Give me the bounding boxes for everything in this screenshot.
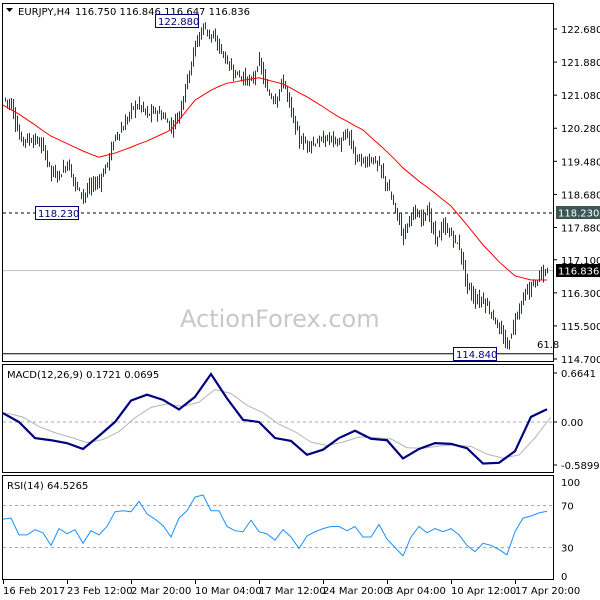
price-tick-label: 122.680 bbox=[561, 25, 600, 36]
high-label: 122.880 bbox=[158, 17, 199, 28]
support-label-box bbox=[35, 206, 79, 220]
support-axis-value: 118.230 bbox=[558, 209, 599, 220]
low-label-box bbox=[453, 347, 497, 361]
low-label: 114.840 bbox=[456, 350, 497, 361]
price-panel bbox=[2, 3, 554, 362]
rsi-tick-label: 0 bbox=[561, 572, 567, 583]
date-tick-label: 17 Apr 20:00 bbox=[515, 586, 580, 597]
price-tick-label: 121.880 bbox=[561, 58, 600, 69]
date-tick-label: 3 Apr 04:00 bbox=[387, 586, 446, 597]
price-tick-label: 118.680 bbox=[561, 190, 600, 201]
ohlc-readout: 116.750 116.846 116.647 116.836 bbox=[75, 7, 250, 18]
macd-title: MACD(12,26,9) 0.1721 0.0695 bbox=[7, 370, 159, 381]
date-tick-label: 10 Apr 12:00 bbox=[451, 586, 516, 597]
date-tick-label: 23 Feb 12:00 bbox=[67, 586, 133, 597]
price-tick-label: 119.480 bbox=[561, 157, 600, 168]
macd-tick-label: -0.5899 bbox=[561, 461, 600, 472]
rsi-title: RSI(14) 64.5265 bbox=[7, 481, 88, 492]
rsi-line bbox=[2, 494, 548, 557]
price-tick-label: 117.100 bbox=[561, 256, 600, 267]
rsi-tick-label: 100 bbox=[561, 478, 580, 489]
macd-tick-label: 0.6641 bbox=[561, 369, 596, 380]
rsi-tick-label: 70 bbox=[561, 502, 574, 513]
moving-average-line bbox=[2, 77, 547, 281]
fib-label: 61.8 bbox=[537, 340, 559, 351]
price-tick-label: 114.700 bbox=[561, 355, 600, 366]
price-tick-label: 117.880 bbox=[561, 223, 600, 234]
support-label: 118.230 bbox=[38, 209, 79, 220]
macd-tick-label: 0.00 bbox=[561, 418, 583, 429]
price-tick-label: 116.300 bbox=[561, 289, 600, 300]
macd-line bbox=[2, 372, 548, 465]
rsi-panel bbox=[2, 475, 554, 580]
watermark: ActionForex.com bbox=[180, 305, 380, 333]
dropdown-triangle-icon[interactable] bbox=[6, 8, 13, 12]
date-tick-label: 17 Mar 12:00 bbox=[259, 586, 326, 597]
macd-panel bbox=[2, 364, 554, 473]
price-tick-label: 120.280 bbox=[561, 124, 600, 135]
date-tick-label: 16 Feb 2017 bbox=[3, 586, 65, 597]
date-tick-label: 2 Mar 20:00 bbox=[131, 586, 191, 597]
high-label-box bbox=[155, 14, 199, 28]
price-tick-label: 115.500 bbox=[561, 322, 600, 333]
rsi-tick-label: 30 bbox=[561, 544, 574, 555]
current-price-badge bbox=[556, 264, 600, 277]
date-tick-label: 24 Mar 20:00 bbox=[323, 586, 390, 597]
symbol-label: EURJPY,H4 bbox=[18, 7, 71, 18]
current-price-value: 116.836 bbox=[558, 267, 599, 278]
support-axis-badge bbox=[556, 206, 600, 219]
price-tick-label: 121.080 bbox=[561, 91, 600, 102]
date-tick-label: 10 Mar 04:00 bbox=[195, 586, 262, 597]
